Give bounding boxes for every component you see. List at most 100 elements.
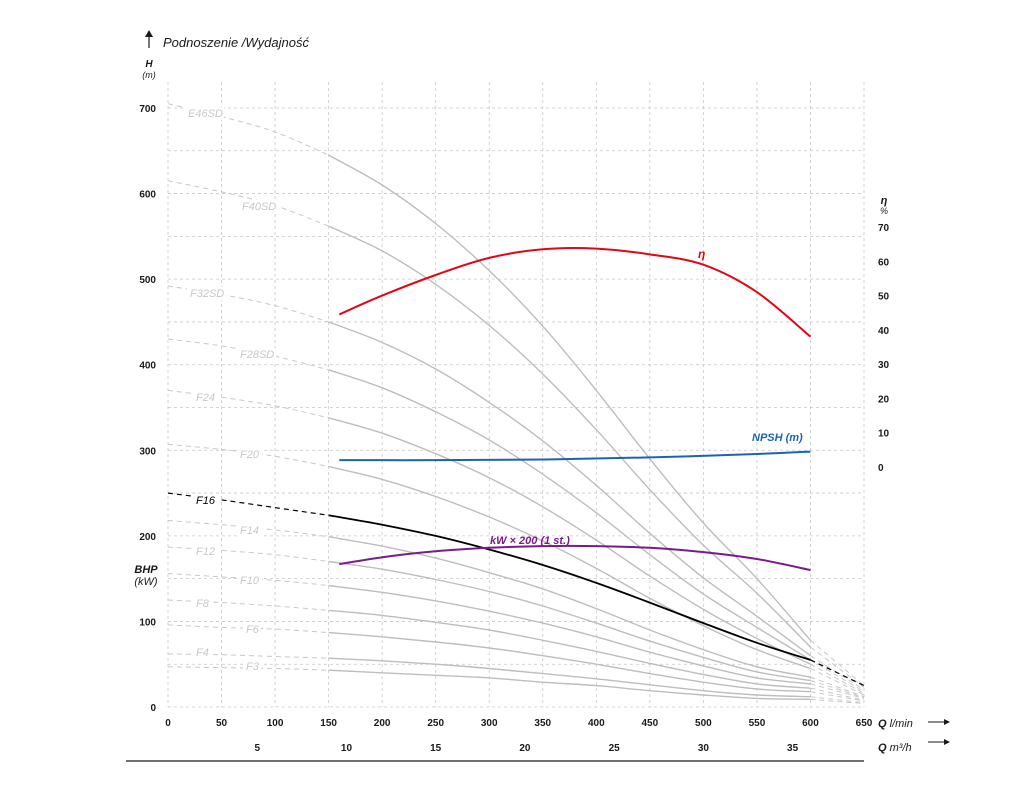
curve-f32sd — [328, 321, 811, 657]
curve-f4-dashed-start — [167, 653, 329, 659]
arrow-right-icon — [944, 739, 950, 745]
x-tick-label: 0 — [165, 718, 171, 729]
y2-tick-label: 50 — [878, 292, 890, 303]
curve-label-f8: F8 — [196, 598, 210, 610]
chart-grid — [167, 82, 865, 708]
curve-label-f40sd: F40SD — [242, 201, 276, 213]
y-tick-label: 300 — [139, 446, 156, 457]
x-tick-label: 150 — [320, 718, 337, 729]
curve-label-bg — [243, 660, 261, 673]
curve-label-f24: F24 — [196, 392, 215, 404]
curve-label-bg — [193, 646, 211, 659]
curve-f20-dashed-end — [810, 668, 865, 696]
arrow-up-icon — [145, 30, 153, 37]
curve-label-bg — [237, 574, 262, 587]
curve-f24 — [328, 417, 811, 665]
y2-axis-unit: % — [880, 206, 888, 216]
x-tick-label: 600 — [802, 718, 819, 729]
curve-label-bg — [185, 107, 224, 120]
curve-f24-dashed-end — [810, 663, 865, 694]
curve-f40sd — [328, 225, 811, 648]
curve-f14-dashed-end — [810, 676, 865, 698]
curve-label-bg — [243, 623, 261, 636]
curve-f6-dashed-end — [810, 691, 865, 702]
curve-label-e46sd: E46SD — [188, 108, 223, 120]
x-tick-label: 500 — [695, 718, 712, 729]
curve-label-f20: F20 — [240, 449, 260, 461]
x-tick-label: 350 — [534, 718, 551, 729]
curve-f12-dashed-end — [810, 680, 865, 699]
curve-f40sd-dashed-start — [167, 180, 329, 227]
x-tick-label: 450 — [642, 718, 659, 729]
curve-f10 — [328, 584, 811, 685]
curve-f6 — [328, 631, 811, 693]
x-tick-label: 50 — [216, 718, 228, 729]
x-tick-label: 200 — [374, 718, 391, 729]
y-tick-label: 200 — [139, 532, 156, 543]
curve-label-bg — [193, 545, 218, 558]
x2-tick-label: 20 — [519, 743, 531, 754]
curve-e46sd — [328, 154, 812, 641]
curve-efficiency — [338, 247, 812, 338]
curve-label-bg — [237, 348, 276, 361]
x-tick-label: 650 — [856, 718, 873, 729]
curve-label-bg — [237, 524, 262, 537]
curve-f6-dashed-start — [167, 624, 329, 634]
x-tick-label: 100 — [267, 718, 284, 729]
curve-f16-dashed-end — [810, 659, 865, 687]
y-tick-label: 700 — [139, 104, 156, 115]
y-axis-unit: (m) — [142, 70, 156, 80]
curve-f8-dashed-end — [810, 687, 865, 701]
y2-tick-label: 30 — [878, 360, 890, 371]
bhp-unit: (kW) — [134, 576, 158, 588]
y2-tick-label: 10 — [878, 429, 890, 440]
curve-npsh-m — [339, 450, 811, 462]
y-tick-label: 500 — [139, 275, 156, 286]
curve-label-bg — [193, 597, 211, 610]
curve-f20 — [328, 465, 811, 670]
curve-f4 — [328, 657, 811, 698]
x2-tick-label: 35 — [787, 743, 799, 754]
curve-label-f16: F16 — [196, 495, 216, 507]
efficiency-curve-label: η — [698, 247, 705, 261]
curve-f16 — [328, 514, 811, 661]
y2-tick-label: 0 — [878, 463, 884, 474]
y2-tick-label: 60 — [878, 257, 890, 268]
curve-label-bg — [237, 448, 262, 461]
axis-labels: 0 100 200 300 400 500 600 700 H(m) BHP(kW) 0 10 20 30… — [126, 30, 950, 762]
curve-f40sd-dashed-end — [810, 646, 865, 688]
curve-label-f32sd: F32SD — [190, 288, 224, 300]
curve-f12-dashed-start — [167, 546, 329, 562]
curve-label-f12: F12 — [196, 546, 215, 558]
curve-kw — [339, 544, 811, 572]
curve-label-f3: F3 — [246, 661, 260, 673]
arrow-right-icon — [944, 719, 950, 725]
curve-f8-dashed-start — [167, 599, 329, 611]
y2-tick-label: 40 — [878, 326, 890, 337]
npsh-curve-label: NPSH (m) — [752, 432, 803, 444]
x2-tick-label: 15 — [430, 743, 442, 754]
curve-f14 — [328, 536, 811, 678]
y2-axis-label: η — [881, 195, 888, 207]
y-axis-label: H — [145, 59, 153, 70]
curve-label-bg — [187, 287, 226, 300]
y-tick-label: 400 — [139, 361, 156, 372]
x-tick-label: 550 — [749, 718, 766, 729]
curve-label-f28sd: F28SD — [240, 349, 274, 361]
curve-label-f10: F10 — [240, 575, 260, 587]
curve-f24-dashed-start — [167, 389, 329, 419]
curve-label-bg — [193, 494, 218, 507]
curve-f8 — [328, 609, 811, 689]
x2-tick-label: 10 — [341, 743, 353, 754]
performance-curves: η NPSH (m) kW × 200 (1 st.) — [338, 247, 812, 572]
curve-label-f14: F14 — [240, 525, 259, 537]
x-tick-label: 250 — [427, 718, 444, 729]
y-tick-label: 600 — [139, 190, 156, 201]
bhp-label: BHP — [134, 564, 158, 576]
curve-e46sd-dashed-start — [167, 103, 329, 156]
curve-f32sd-dashed-start — [167, 285, 329, 323]
x2-axis-label: Q m³/h — [878, 742, 912, 754]
curve-label-bg — [239, 200, 278, 213]
x2-tick-label: 25 — [609, 743, 621, 754]
